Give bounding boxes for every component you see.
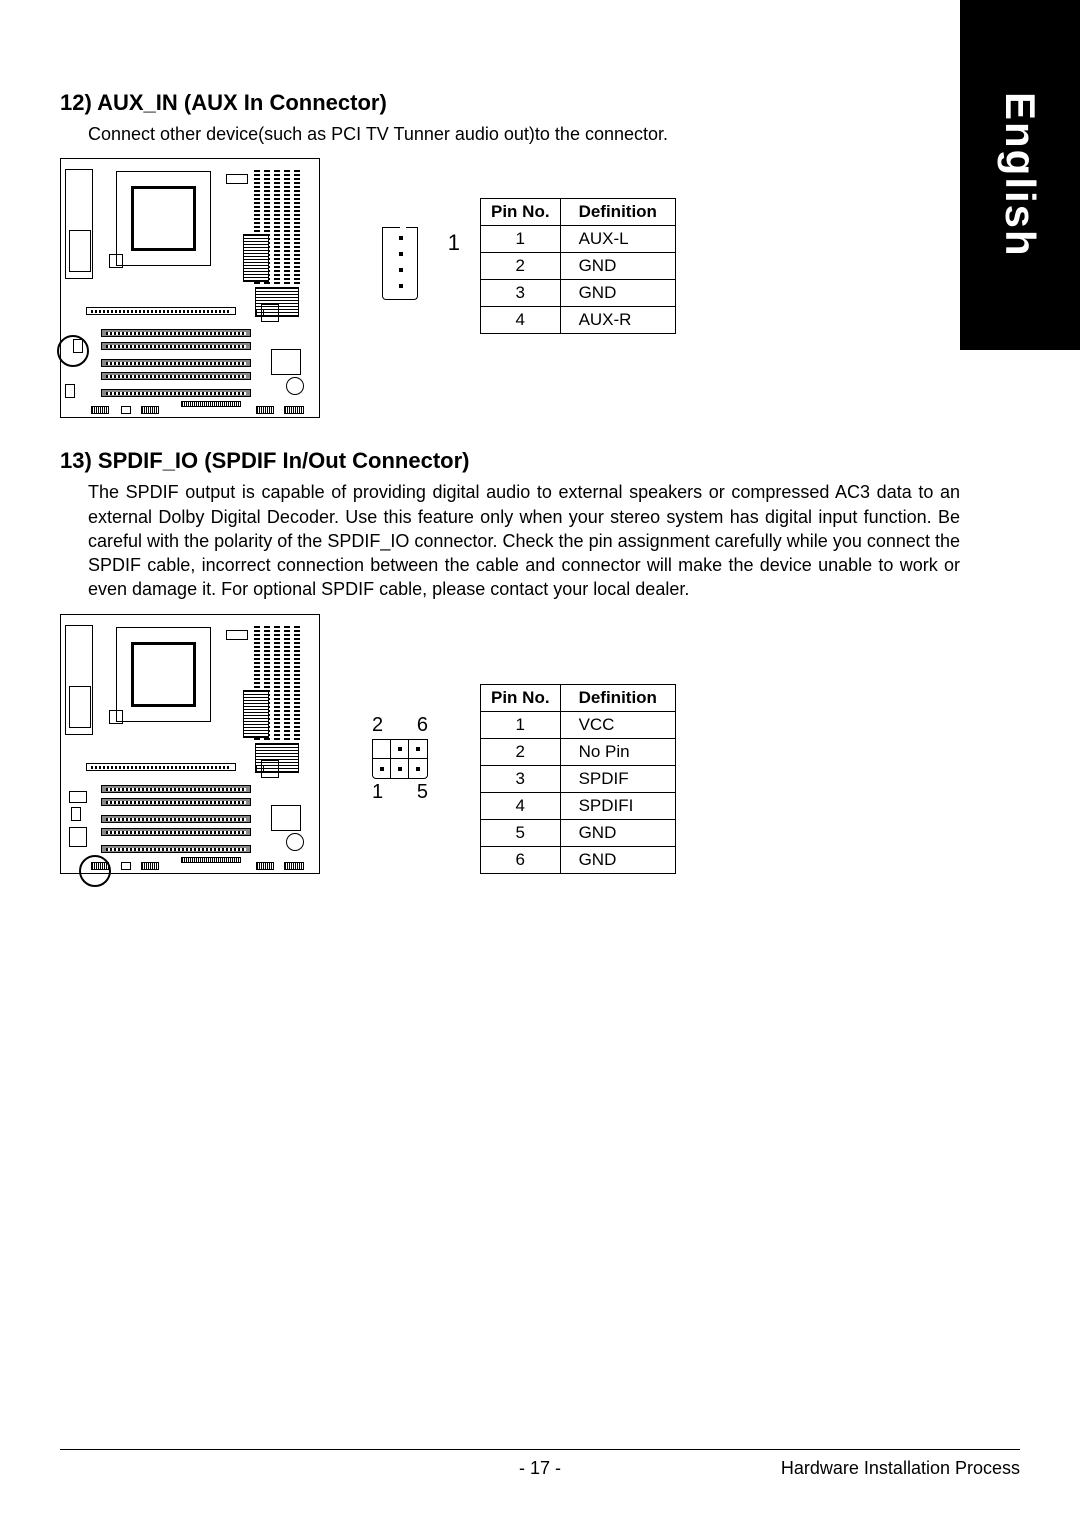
table-row: Pin No. Definition (481, 199, 676, 226)
language-tab: English (960, 0, 1080, 350)
section-spdif-io: 13) SPDIF_IO (SPDIF In/Out Connector) Th… (60, 448, 960, 873)
table-row: 5GND (481, 819, 676, 846)
table-row: 2GND (481, 253, 676, 280)
page-number: - 17 - (519, 1458, 561, 1479)
section-aux-in: 12) AUX_IN (AUX In Connector) Connect ot… (60, 90, 960, 418)
table-row: Pin No. Definition (481, 684, 676, 711)
language-tab-text: English (996, 92, 1044, 258)
table-row: 3SPDIF (481, 765, 676, 792)
page-footer: - 17 - Hardware Installation Process (60, 1449, 1020, 1479)
spdif-label-2: 2 (372, 714, 383, 737)
aux-pin-table: Pin No. Definition 1AUX-L 2GND 3GND 4AUX… (480, 198, 676, 334)
page-content: 12) AUX_IN (AUX In Connector) Connect ot… (60, 90, 960, 874)
section-13-body: 2 6 1 5 Pin No. (60, 614, 960, 874)
table-row: 4SPDIFI (481, 792, 676, 819)
section-13-title: 13) SPDIF_IO (SPDIF In/Out Connector) (60, 448, 960, 474)
section-12-body: 1 Pin No. Definition 1AUX-L 2GND 3GND 4A… (60, 158, 960, 418)
aux-pin-1-label: 1 (448, 230, 460, 256)
section-12-desc: Connect other device(such as PCI TV Tunn… (88, 122, 960, 146)
spdif-label-5: 5 (417, 781, 428, 804)
motherboard-diagram-1 (60, 158, 320, 418)
spdif-label-6: 6 (417, 714, 428, 737)
table-row: 3GND (481, 280, 676, 307)
def-header: Definition (560, 199, 675, 226)
spdif-label-1: 1 (372, 781, 383, 804)
spdif-pin-table: Pin No. Definition 1VCC 2No Pin 3SPDIF 4… (480, 684, 676, 874)
footer-right: Hardware Installation Process (781, 1458, 1020, 1479)
table-row: 2No Pin (481, 738, 676, 765)
section-13-desc: The SPDIF output is capable of providing… (88, 480, 960, 601)
table-row: 6GND (481, 846, 676, 873)
pin-header: Pin No. (481, 199, 561, 226)
spdif-connector-diagram: 2 6 1 5 (360, 714, 440, 804)
table-row: 4AUX-R (481, 307, 676, 334)
motherboard-diagram-2 (60, 614, 320, 874)
section-12-title: 12) AUX_IN (AUX In Connector) (60, 90, 960, 116)
table-row: 1VCC (481, 711, 676, 738)
aux-connector-diagram: 1 (360, 228, 440, 300)
table-row: 1AUX-L (481, 226, 676, 253)
def-header: Definition (560, 684, 675, 711)
pin-header: Pin No. (481, 684, 561, 711)
